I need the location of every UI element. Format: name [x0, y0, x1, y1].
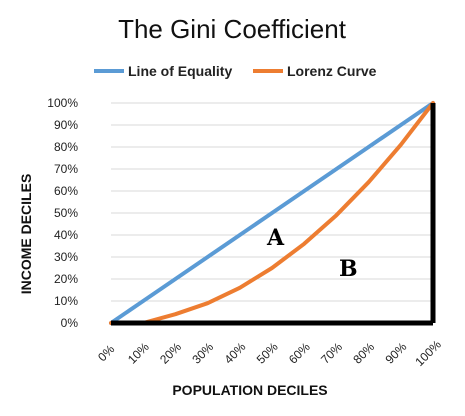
series-1-point-9	[399, 143, 403, 147]
series-0-point-3	[206, 255, 210, 259]
x-tick-label-3: 30%	[189, 340, 216, 367]
region-label-b: B	[339, 256, 358, 282]
y-tick-label-8: 80%	[54, 140, 78, 154]
y-tick-layer: 0% 10% 20% 30% 40% 50% 60% 70% 80% 90% 100%	[47, 96, 78, 330]
x-tick-label-6: 60%	[286, 340, 313, 367]
series-1-point-6	[302, 242, 306, 246]
x-tick-label-0: 0%	[95, 342, 117, 364]
series-0-point-2	[173, 277, 177, 281]
series-1-point-4	[238, 286, 242, 290]
y-tick-label-7: 70%	[54, 162, 78, 176]
y-tick-label-3: 30%	[54, 250, 78, 264]
series-0-point-9	[399, 123, 403, 127]
y-tick-label-9: 90%	[54, 118, 78, 132]
series-0-point-8	[367, 145, 371, 149]
chart-title: The Gini Coefficient	[118, 14, 347, 44]
y-tick-label-2: 20%	[54, 272, 78, 286]
y-tick-label-4: 40%	[54, 228, 78, 242]
series-0-point-7	[334, 167, 338, 171]
series-1-point-7	[334, 213, 338, 217]
series-0-point-6	[302, 189, 306, 193]
legend-lorenz-curve-label: Lorenz Curve	[287, 63, 377, 79]
x-tick-label-8: 80%	[350, 340, 377, 367]
series-layer	[109, 101, 435, 325]
y-tick-label-0: 0%	[61, 316, 79, 330]
legend: Line of Equality Lorenz Curve	[94, 63, 377, 79]
legend-line-equality-label: Line of Equality	[128, 63, 232, 79]
x-tick-layer: 0% 10% 20% 30% 40% 50% 60% 70% 80% 90% 100%	[95, 337, 444, 369]
series-1-point-5	[270, 266, 274, 270]
y-tick-label-10: 100%	[47, 96, 78, 110]
x-tick-label-7: 70%	[318, 340, 345, 367]
y-tick-label-1: 10%	[54, 294, 78, 308]
series-0-point-1	[141, 299, 145, 303]
x-axis-title: POPULATION DECILES	[172, 382, 327, 398]
series-0-point-5	[270, 211, 274, 215]
y-tick-label-5: 50%	[54, 206, 78, 220]
x-tick-label-9: 90%	[383, 340, 410, 367]
x-tick-label-10: 100%	[412, 337, 444, 369]
y-tick-label-6: 60%	[54, 184, 78, 198]
y-axis-title: INCOME DECILES	[18, 174, 34, 295]
x-tick-label-2: 20%	[157, 340, 184, 367]
series-0-point-4	[238, 233, 242, 237]
x-tick-label-4: 40%	[222, 340, 249, 367]
series-1-point-8	[367, 180, 371, 184]
series-1-point-3	[206, 301, 210, 305]
series-1-point-2	[173, 312, 177, 316]
x-tick-label-5: 50%	[254, 340, 281, 367]
x-tick-label-1: 10%	[125, 340, 152, 367]
region-label-a: A	[266, 225, 285, 251]
